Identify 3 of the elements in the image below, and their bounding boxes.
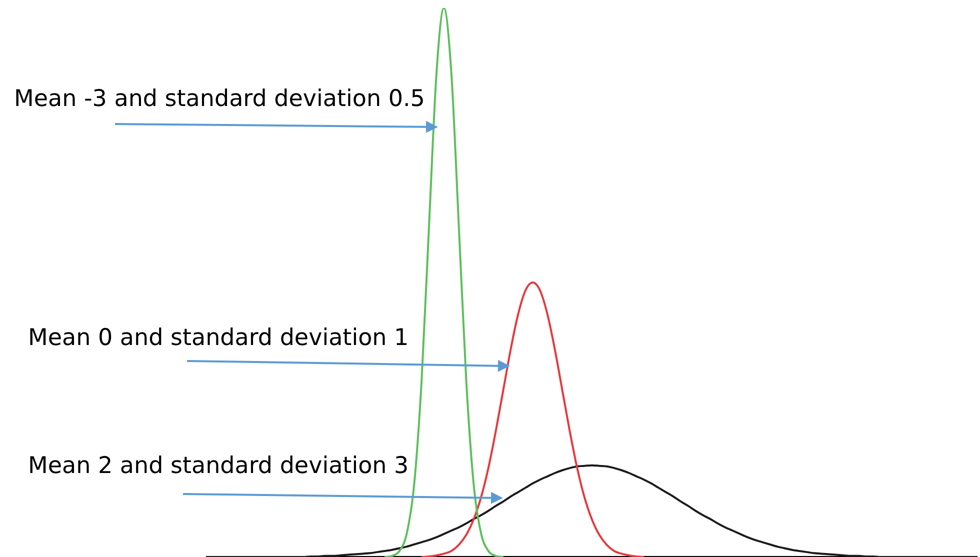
text: Mean 0 and standard deviation 1 [28,325,409,351]
series-label: Mean -3 and standard deviation 0.5 [14,86,425,112]
text: Mean 2 and standard deviation 3 [28,453,409,479]
